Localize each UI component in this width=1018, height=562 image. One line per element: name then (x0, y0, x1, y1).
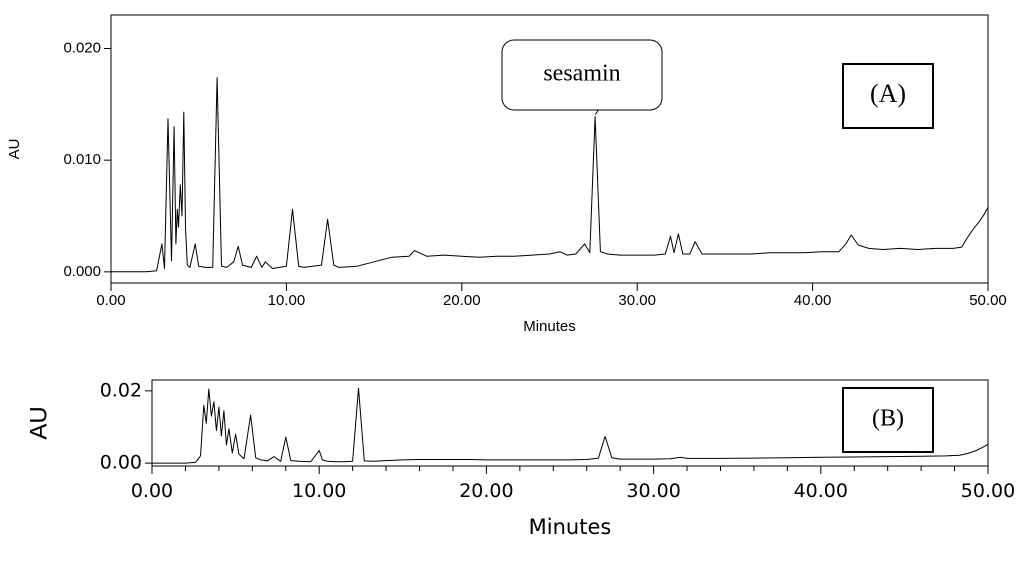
x-tick-label: 40.00 (794, 480, 848, 502)
plot-frame (110, 14, 989, 284)
y-axis-label: AU (6, 139, 23, 160)
panel-label-box (842, 63, 934, 129)
x-axis-label: Minutes (523, 318, 576, 335)
y-tick-label: 0.010 (63, 151, 101, 168)
x-tick-label: 10.00 (268, 292, 306, 309)
panel-a-chart: 0.00 10.00 20.00 30.00 40.00 50.00 0.000 0.010 0… (6, 14, 1007, 335)
panel-label: (B) (872, 406, 904, 432)
x-tick-label: 30.00 (618, 292, 656, 309)
x-tick-label: 50.00 (969, 292, 1007, 309)
x-tick-label: 50.00 (961, 480, 1015, 502)
y-tick-label: 0.000 (63, 263, 101, 280)
y-tick-label: 0.00 (100, 452, 142, 474)
x-tick-label: 0.00 (96, 292, 125, 309)
y-tick-label: 0.020 (63, 39, 101, 56)
x-tick-label: 10.00 (292, 480, 346, 502)
x-tick-label: 0.00 (131, 480, 173, 502)
panel-b-chart: 0.00 10.00 20.00 30.00 40.00 50.00 0.00 0.02 Min… (25, 379, 1015, 539)
x-tick-label: 30.00 (626, 480, 680, 502)
plot-frame (151, 379, 989, 467)
panel-label: (A) (870, 79, 906, 108)
annotation-leader-line (594, 109, 599, 115)
panel-label-box (842, 387, 934, 453)
x-tick-label: 40.00 (794, 292, 832, 309)
chromatogram-trace-0 (111, 77, 989, 273)
y-tick-label: 0.02 (100, 379, 142, 401)
chromatogram-trace-0 (152, 387, 989, 464)
x-tick-label: 20.00 (459, 480, 513, 502)
annotation-callout-box (501, 39, 663, 111)
y-axis-label: AU (25, 406, 52, 439)
x-tick-label: 20.00 (443, 292, 481, 309)
annotation-sesamin-label: sesamin (543, 61, 620, 87)
x-axis-label: Minutes (529, 515, 612, 539)
